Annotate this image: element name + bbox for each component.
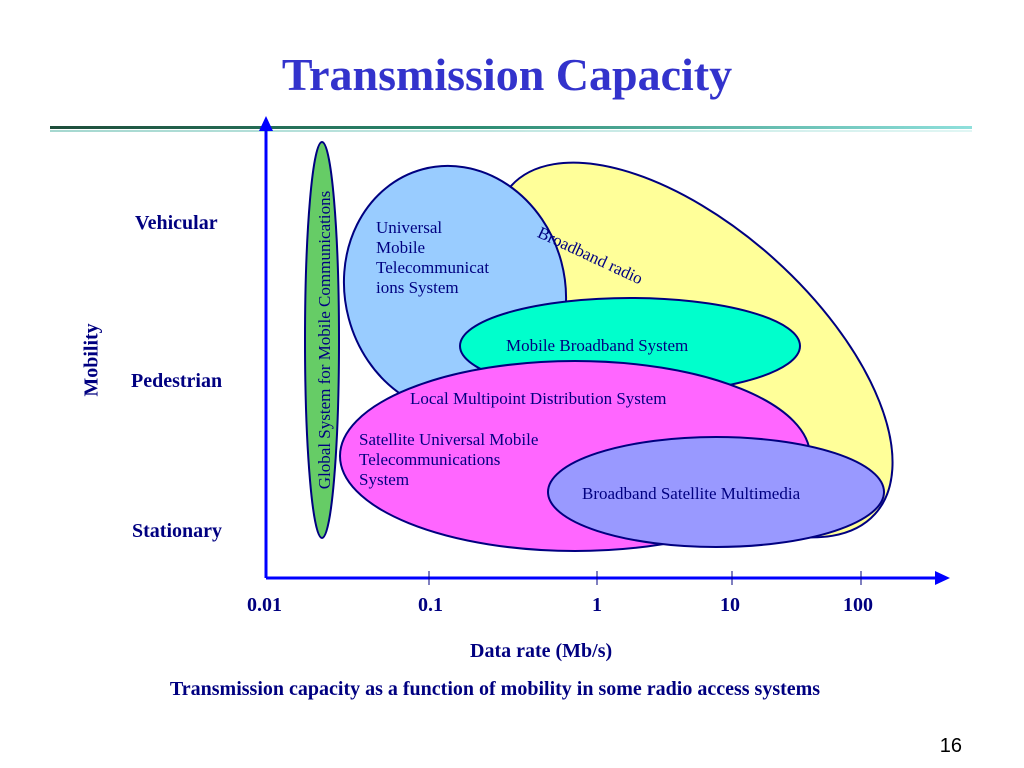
x-tick-0.01: 0.01: [247, 594, 282, 616]
mbs-label: Mobile Broadband System: [506, 336, 689, 355]
lmds-label: Local Multipoint Distribution System: [410, 389, 667, 408]
ellipse-bsm: [547, 436, 885, 548]
y-level-pedestrian: Pedestrian: [131, 370, 223, 392]
y-axis-title: Mobility: [80, 323, 103, 397]
x-axis-title: Data rate (Mb/s): [470, 640, 613, 662]
y-level-stationary: Stationary: [132, 520, 222, 542]
satellite-umts-label: Satellite Universal Mobile Telecommunica…: [359, 430, 539, 489]
umts-label: Universal Mobile Telecommunicat ions Sys…: [376, 218, 490, 297]
x-axis-ticks: [428, 571, 862, 585]
x-tick-10: 10: [720, 594, 740, 616]
y-level-vehicular: Vehicular: [135, 212, 218, 234]
y-axis-arrowhead: [259, 116, 273, 131]
x-tick-0.1: 0.1: [418, 594, 443, 616]
x-axis-arrowhead: [935, 571, 950, 585]
ellipse-gsm: [304, 141, 340, 539]
x-tick-100: 100: [843, 594, 873, 616]
page-number: 16: [939, 735, 962, 757]
title-divider: [50, 126, 972, 134]
slide-title: Transmission Capacity: [281, 49, 733, 100]
bsm-label: Broadband Satellite Multimedia: [582, 484, 801, 503]
x-tick-1: 1: [592, 594, 602, 616]
figure-caption: Transmission capacity as a function of m…: [169, 678, 821, 700]
gsm-label: Global System for Mobile Communications: [315, 190, 334, 490]
